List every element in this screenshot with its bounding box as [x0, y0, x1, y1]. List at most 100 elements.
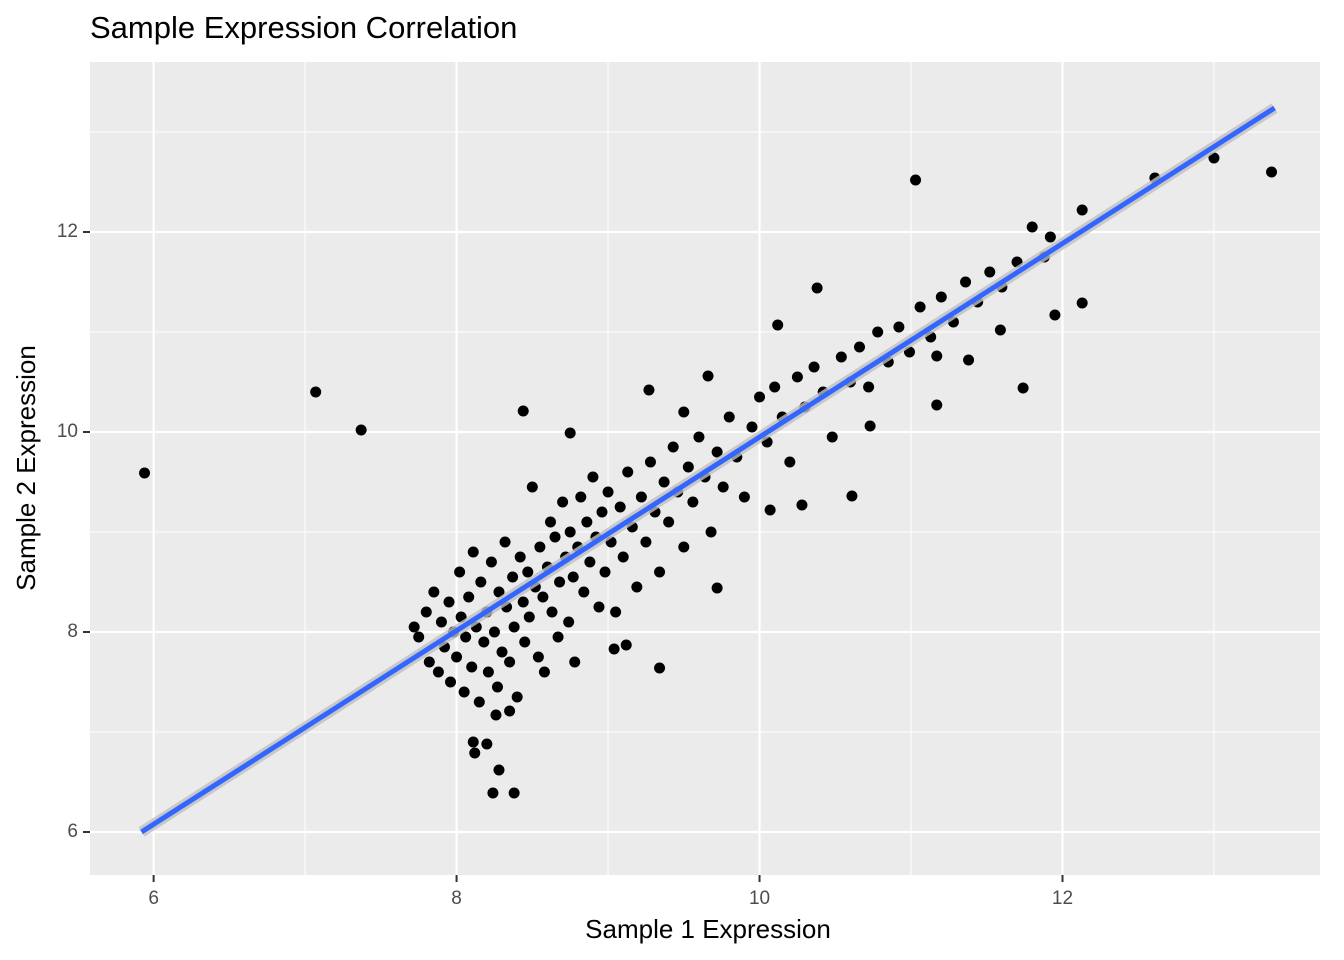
point	[663, 516, 675, 528]
point	[1049, 309, 1061, 321]
point	[514, 551, 526, 563]
point	[467, 546, 479, 558]
point	[534, 541, 546, 553]
point	[617, 551, 629, 563]
point	[754, 391, 766, 403]
point	[493, 586, 505, 598]
x-tick-label: 6	[148, 888, 159, 909]
point	[963, 354, 975, 366]
point	[549, 531, 561, 543]
point	[654, 662, 666, 674]
point	[517, 405, 529, 417]
point	[487, 787, 499, 799]
point	[1017, 382, 1029, 394]
point	[581, 516, 593, 528]
point	[784, 456, 796, 468]
point	[931, 399, 943, 411]
point	[1266, 166, 1278, 178]
point	[599, 566, 611, 578]
point	[608, 643, 620, 655]
point	[622, 466, 634, 478]
point	[504, 656, 516, 668]
point	[523, 611, 535, 623]
point	[507, 571, 519, 583]
point	[482, 666, 494, 678]
point	[537, 591, 549, 603]
point	[139, 467, 151, 479]
point	[910, 174, 922, 186]
point	[960, 276, 972, 288]
y-tick-label: 6	[67, 821, 78, 842]
point	[864, 420, 876, 432]
point	[1044, 231, 1056, 243]
point	[1208, 152, 1220, 164]
point	[443, 596, 455, 608]
point	[746, 421, 758, 433]
point	[578, 586, 590, 598]
point	[994, 324, 1006, 336]
point	[423, 656, 435, 668]
point	[658, 476, 670, 488]
point	[445, 676, 457, 688]
point	[640, 536, 652, 548]
point	[835, 351, 847, 363]
point	[654, 566, 666, 578]
point	[408, 621, 420, 633]
x-axis-label: Sample 1 Expression	[585, 914, 831, 944]
point	[546, 606, 558, 618]
point	[567, 571, 579, 583]
point	[620, 639, 632, 651]
point	[451, 651, 463, 663]
point	[475, 576, 487, 588]
point	[563, 616, 575, 628]
point	[432, 666, 444, 678]
point	[538, 666, 550, 678]
point	[678, 541, 690, 553]
point	[575, 491, 587, 503]
point	[1076, 204, 1088, 216]
point	[702, 370, 714, 382]
point	[935, 291, 947, 303]
point	[587, 471, 599, 483]
point	[811, 282, 823, 294]
point	[693, 431, 705, 443]
point	[854, 341, 866, 353]
x-tick-label: 8	[451, 888, 462, 909]
point	[667, 441, 679, 453]
point	[488, 626, 500, 638]
point	[469, 747, 481, 759]
chart-title: Sample Expression Correlation	[90, 10, 517, 45]
point	[643, 384, 655, 396]
point	[499, 536, 511, 548]
point	[435, 616, 447, 628]
point	[893, 321, 905, 333]
point	[764, 504, 776, 516]
point	[458, 686, 470, 698]
point	[467, 736, 479, 748]
point	[687, 496, 699, 508]
point	[466, 661, 478, 673]
trend-line	[140, 105, 1276, 835]
point	[808, 361, 820, 373]
point	[596, 506, 608, 518]
point	[717, 481, 729, 493]
point	[544, 516, 556, 528]
point	[723, 411, 735, 423]
point	[678, 406, 690, 418]
point	[614, 501, 626, 513]
point	[682, 461, 694, 473]
point	[772, 319, 784, 331]
point	[522, 566, 534, 578]
point	[863, 381, 875, 393]
point	[428, 586, 440, 598]
y-axis-label: Sample 2 Expression	[11, 345, 41, 591]
point	[564, 427, 576, 439]
point	[491, 681, 503, 693]
point	[846, 490, 858, 502]
point	[711, 582, 723, 594]
point	[413, 631, 425, 643]
y-tick-label: 12	[57, 221, 78, 242]
point	[796, 499, 808, 511]
point	[496, 646, 508, 658]
